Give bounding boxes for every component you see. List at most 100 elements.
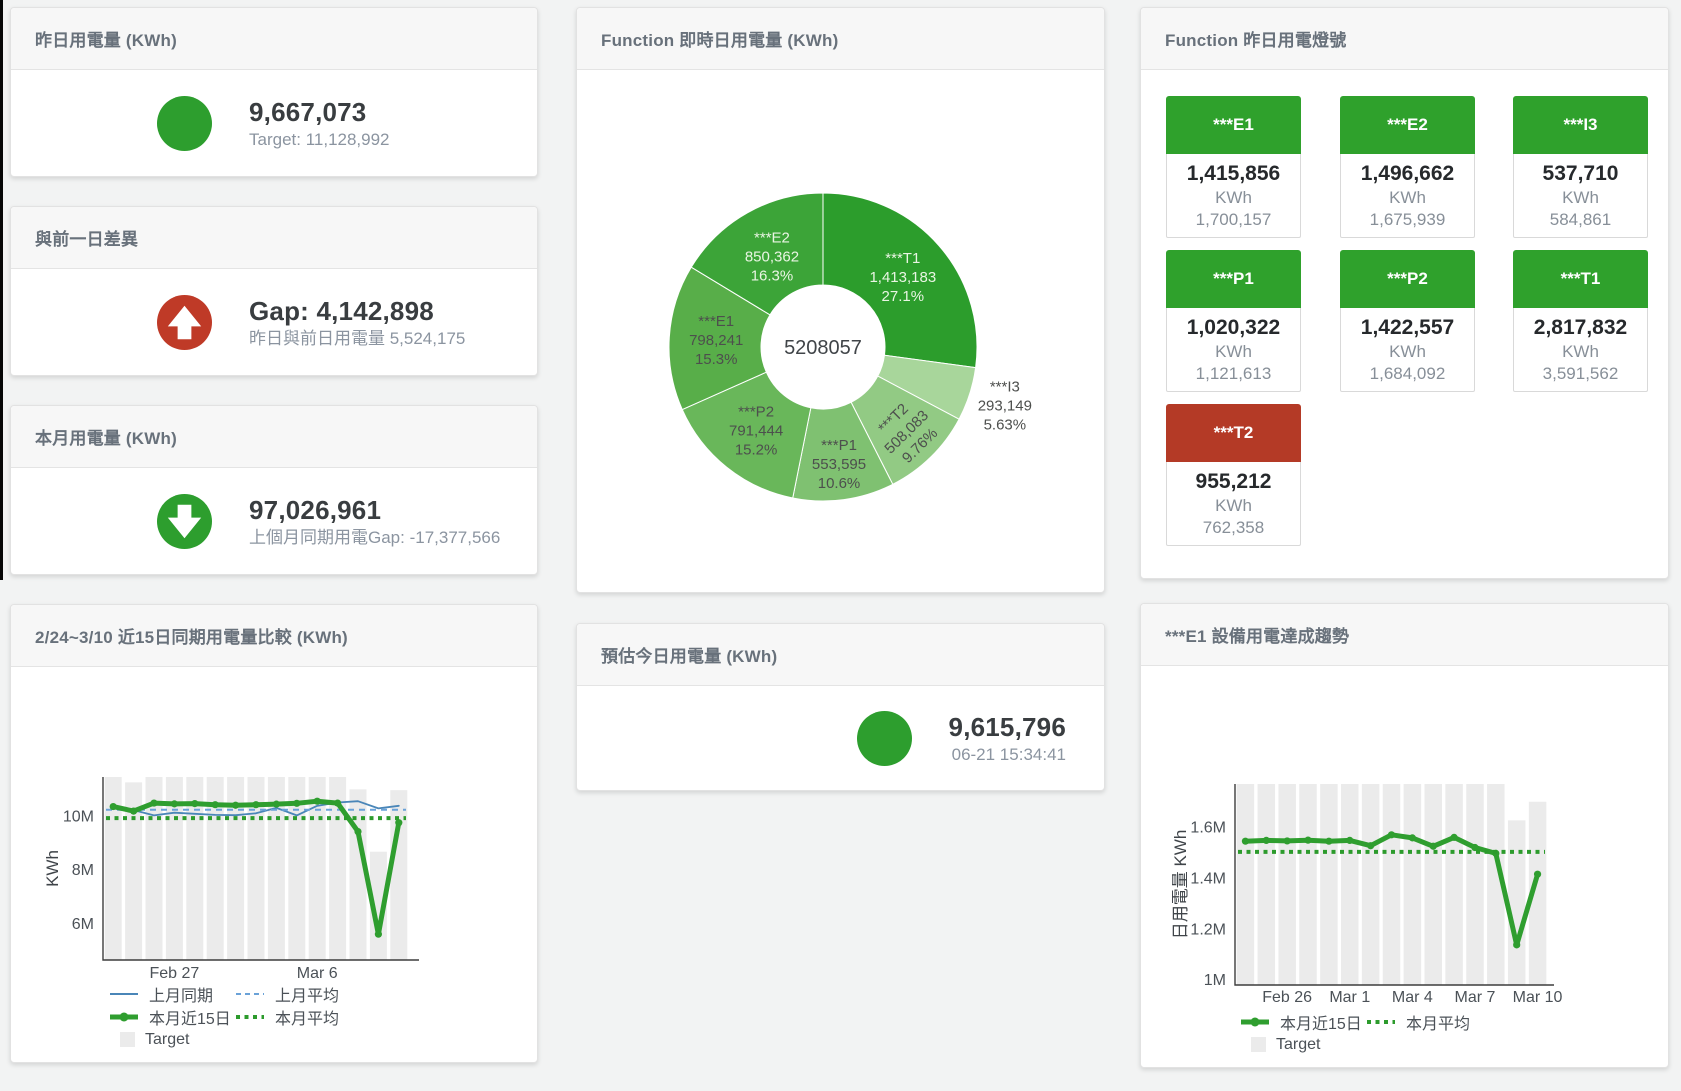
light-tile-target: 3,591,562 [1542, 363, 1619, 383]
light-tile-target: 584,861 [1549, 209, 1612, 229]
forecast-today-stat: 9,615,796 06-21 15:34:41 [577, 686, 1104, 790]
light-tile-name: ***P1 [1166, 250, 1301, 308]
light-tile-name: ***E1 [1166, 96, 1301, 154]
light-tile-P2[interactable]: ***P2 1,422,557 KWh 1,684,092 [1340, 250, 1475, 392]
card-month-usage-header: 本月用電量 (KWh) [11, 406, 537, 468]
month-usage-subtitle: 上個月同期用電Gap: -17,377,566 [249, 527, 501, 547]
svg-text:1M: 1M [1204, 972, 1226, 989]
light-tile-value: 1,422,557 [1360, 315, 1455, 339]
trend-chart[interactable]: 1M 1.2M 1.4M 1.6M Feb 26 Mar 1 Mar 4 Mar 7 Mar 1… [1141, 666, 1668, 1067]
legend-label: Target [145, 1030, 190, 1048]
card-forecast-today-header: 預估今日用電量 (KWh) [577, 624, 1104, 686]
svg-text:Mar 7: Mar 7 [1455, 989, 1496, 1006]
legend-label: 本月近15日 [149, 1010, 231, 1028]
svg-text:Feb 26: Feb 26 [1262, 989, 1312, 1006]
light-tile-E1[interactable]: ***E1 1,415,856 KWh 1,700,157 [1166, 96, 1301, 238]
light-tile-unit: KWh [1215, 187, 1252, 207]
light-tile-unit: KWh [1562, 341, 1599, 361]
yesterday-usage-stat: 9,667,073 Target: 11,128,992 [11, 70, 537, 176]
light-tile-body: 1,496,662 KWh 1,675,939 [1340, 154, 1475, 238]
card-comparison-chart: 2/24~3/10 近15日同期用電量比較 (KWh) 6M 8M 10M Feb 2… [10, 604, 538, 1063]
comparison-chart[interactable]: 6M 8M 10M Feb 27 Mar 6 KWh 上月同期 上月平均 本月近15日 本月平均 T… [11, 667, 537, 1062]
card-yesterday-usage-title: 昨日用電量 (KWh) [35, 31, 177, 50]
card-gap-prev-day: 與前一日差異 Gap: 4,142,898 昨日與前日用電量 5,524,175 [10, 206, 538, 376]
month-usage-stat: 97,026,961 上個月同期用電Gap: -17,377,566 [11, 468, 537, 574]
legend-item-上月同期[interactable]: 上月同期 [109, 982, 235, 1006]
light-tile-T2[interactable]: ***T2 955,212 KWh 762,358 [1166, 404, 1301, 546]
light-tile-name: ***T1 [1513, 250, 1648, 308]
legend-item-上月平均[interactable]: 上月平均 [235, 982, 339, 1006]
svg-text:1.2M: 1.2M [1190, 921, 1226, 938]
light-tile-I3[interactable]: ***I3 537,710 KWh 584,861 [1513, 96, 1648, 238]
light-tile-name: ***E2 [1340, 96, 1475, 154]
forecast-today-timestamp: 06-21 15:34:41 [951, 744, 1066, 764]
light-tile-P1[interactable]: ***P1 1,020,322 KWh 1,121,613 [1166, 250, 1301, 392]
light-tile-value: 537,710 [1542, 161, 1619, 185]
light-tile-E2[interactable]: ***E2 1,496,662 KWh 1,675,939 [1340, 96, 1475, 238]
legend-item-本月平均[interactable]: 本月平均 [235, 1005, 339, 1029]
light-tile-target: 1,675,939 [1369, 209, 1446, 229]
card-gap-prev-day-title: 與前一日差異 [35, 230, 139, 249]
card-comparison-chart-title: 2/24~3/10 近15日同期用電量比較 (KWh) [35, 628, 348, 647]
card-realtime-donut-title: Function 即時日用電量 (KWh) [601, 31, 839, 50]
legend-label: 本月平均 [1406, 1015, 1471, 1033]
light-tile-value: 1,415,856 [1186, 161, 1281, 185]
arrow-down-circle-icon [157, 493, 212, 549]
light-tile-T1[interactable]: ***T1 2,817,832 KWh 3,591,562 [1513, 250, 1648, 392]
legend-label: 本月近15日 [1280, 1015, 1362, 1033]
yesterday-usage-target: Target: 11,128,992 [249, 129, 390, 149]
light-tile-target: 1,700,157 [1195, 209, 1272, 229]
arrow-up-circle-icon [157, 294, 212, 350]
svg-text:1.6M: 1.6M [1190, 820, 1226, 837]
light-tile-name: ***T2 [1166, 404, 1301, 462]
legend-item-本月近15日[interactable]: 本月近15日 [1240, 1010, 1366, 1034]
yesterday-usage-value: 9,667,073 [249, 96, 367, 127]
gap-prev-day-value: Gap: 4,142,898 [249, 295, 434, 326]
light-tile-value: 1,496,662 [1360, 161, 1455, 185]
legend-label: 上月同期 [149, 987, 214, 1005]
card-forecast-today: 預估今日用電量 (KWh) 9,615,796 06-21 15:34:41 [576, 623, 1105, 791]
light-tile-value: 2,817,832 [1533, 315, 1628, 339]
light-tile-name: ***I3 [1513, 96, 1648, 154]
legend-item-本月近15日[interactable]: 本月近15日 [109, 1005, 235, 1029]
card-trend-chart: ***E1 設備用電達成趨勢 1M 1.2M 1.4M 1.6M Feb 26 Mar 1… [1140, 603, 1669, 1068]
svg-text:10M: 10M [63, 808, 94, 825]
legend-label: Target [1276, 1035, 1321, 1053]
legend-item-本月平均[interactable]: 本月平均 [1366, 1010, 1470, 1034]
forecast-today-value: 9,615,796 [948, 711, 1066, 742]
light-tile-value: 955,212 [1195, 469, 1272, 493]
svg-text:Mar 4: Mar 4 [1392, 989, 1433, 1006]
light-tile-body: 1,422,557 KWh 1,684,092 [1340, 308, 1475, 392]
realtime-donut-chart[interactable]: ***T1 1,413,183 27.1% ***I3 293,149 5.63% ***T… [577, 70, 1104, 592]
card-trend-chart-header: ***E1 設備用電達成趨勢 [1141, 604, 1668, 666]
light-tile-target: 1,121,613 [1195, 363, 1272, 383]
light-tile-body: 955,212 KWh 762,358 [1166, 462, 1301, 546]
svg-text:KWh: KWh [43, 850, 62, 887]
legend-label: 上月平均 [275, 987, 340, 1005]
light-tile-body: 537,710 KWh 584,861 [1513, 154, 1648, 238]
card-comparison-chart-header: 2/24~3/10 近15日同期用電量比較 (KWh) [11, 605, 537, 667]
legend-item-Target[interactable]: Target [1240, 1036, 1320, 1054]
card-realtime-donut: Function 即時日用電量 (KWh) ***T1 1,413,183 27.1… [576, 7, 1105, 593]
gap-prev-day-stat: Gap: 4,142,898 昨日與前日用電量 5,524,175 [11, 269, 537, 375]
svg-text:5208057: 5208057 [784, 337, 862, 359]
svg-text:日用電量 KWh: 日用電量 KWh [1171, 830, 1190, 940]
legend-item-Target[interactable]: Target [109, 1031, 189, 1049]
month-usage-value: 97,026,961 [249, 494, 382, 525]
light-tile-target: 762,358 [1202, 517, 1265, 537]
svg-text:6M: 6M [72, 916, 94, 933]
light-tile-unit: KWh [1389, 341, 1426, 361]
light-tile-body: 1,415,856 KWh 1,700,157 [1166, 154, 1301, 238]
screen-left-edge [0, 0, 3, 580]
svg-text:Mar 10: Mar 10 [1513, 989, 1563, 1006]
comparison-legend: 上月同期 上月平均本月近15日 本月平均 Target [109, 982, 339, 1051]
trend-legend: 本月近15日 本月平均 Target [1240, 1010, 1470, 1056]
card-gap-prev-day-header: 與前一日差異 [11, 207, 537, 269]
status-circle-icon [856, 710, 912, 766]
card-lights: Function 昨日用電燈號 ***E1 1,415,856 KWh 1,700,1… [1140, 7, 1669, 579]
light-tile-target: 1,684,092 [1369, 363, 1446, 383]
card-yesterday-usage: 昨日用電量 (KWh) 9,667,073 Target: 11,128,992 [10, 7, 538, 177]
